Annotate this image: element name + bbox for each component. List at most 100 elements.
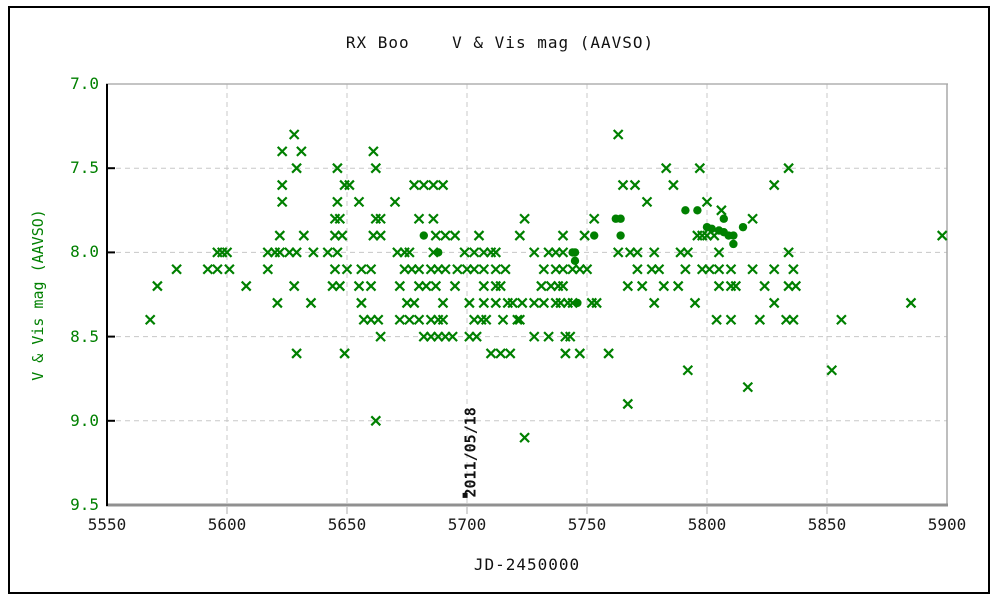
data-point-vis-x (725, 263, 737, 275)
data-point-vis-x (288, 280, 300, 292)
data-point-vis-x (622, 398, 634, 410)
data-point-vis-x (704, 263, 715, 275)
data-point-vis-x (368, 146, 379, 157)
data-point-v-circle (434, 248, 443, 257)
data-point-vis-x (653, 263, 665, 275)
data-point-vis-x (579, 230, 590, 241)
data-point-vis-x (682, 365, 694, 376)
data-point-vis-x (440, 230, 451, 241)
data-point-vis-x (344, 179, 355, 191)
data-point-vis-x (452, 263, 463, 275)
data-point-vis-x (603, 348, 614, 359)
y-axis-title: V & Vis mag (AAVSO) (29, 209, 47, 381)
data-point-vis-x (274, 247, 286, 258)
data-point-vis-x (713, 280, 725, 292)
data-point-vis-x (334, 280, 346, 292)
data-point-vis-x (557, 280, 569, 292)
data-point-vis-x (473, 230, 485, 241)
data-point-vis-x (668, 179, 679, 191)
data-point-vis-x (538, 263, 550, 275)
data-point-v-circle (693, 206, 702, 215)
data-point-v-circle (681, 206, 690, 215)
data-point-vis-x (713, 247, 725, 258)
data-point-vis-x (768, 263, 780, 275)
data-point-vis-x (308, 247, 319, 258)
data-point-vis-x (394, 280, 406, 292)
data-point-vis-x (528, 331, 540, 342)
x-tick-label: 5600 (207, 515, 247, 534)
data-point-vis-x (389, 196, 401, 208)
x-tick-label: 5850 (807, 515, 847, 534)
data-point-vis-x (276, 179, 288, 191)
data-point-vis-x (240, 280, 252, 292)
y-tick-label: 7.5 (70, 158, 99, 178)
data-point-v-circle (419, 231, 428, 240)
data-point-vis-x (557, 247, 569, 258)
data-point-vis-x (490, 297, 502, 309)
data-point-vis-x (322, 247, 334, 258)
data-point-vis-x (514, 230, 526, 241)
data-point-vis-x (648, 247, 660, 258)
data-point-vis-x (490, 247, 502, 258)
data-point-vis-x (291, 348, 302, 359)
y-tick-label: 9.0 (70, 410, 99, 430)
data-point-vis-x (759, 280, 770, 292)
data-point-vis-x (694, 162, 706, 174)
data-point-v-circle (616, 231, 625, 240)
data-point-vis-x (332, 196, 343, 208)
data-point-vis-x (658, 280, 670, 292)
data-point-vis-x (682, 247, 694, 258)
data-point-vis-x (332, 162, 343, 174)
data-point-vis-x (171, 263, 182, 275)
date-annotation: 2011/05/18 (461, 407, 480, 498)
data-point-vis-x (622, 280, 634, 292)
data-point-v-circle (719, 214, 728, 223)
data-point-vis-x (341, 263, 353, 275)
data-point-vis-x (370, 415, 382, 427)
data-point-v-circle (570, 248, 580, 257)
data-point-vis-x (413, 213, 425, 224)
data-point-vis-x (404, 247, 415, 258)
y-tick-label: 7.0 (70, 74, 99, 93)
data-point-v-circle (738, 222, 748, 232)
data-point-vis-x (788, 263, 799, 275)
data-point-vis-x (288, 129, 300, 140)
data-point-vis-x (936, 230, 948, 241)
data-point-vis-x (356, 297, 367, 309)
data-point-vis-x (437, 179, 449, 191)
data-point-vis-x (836, 314, 847, 326)
data-point-vis-x (478, 297, 490, 309)
data-point-vis-x (262, 263, 274, 275)
x-axis-title: JD-2450000 (473, 555, 581, 574)
data-point-vis-x (672, 280, 684, 292)
data-point-vis-x (528, 247, 540, 258)
data-point-vis-x (413, 263, 425, 275)
data-point-v-circle (616, 214, 625, 223)
x-tick-label: 5900 (927, 515, 967, 534)
data-point-vis-x (468, 247, 480, 258)
data-point-vis-x (144, 314, 156, 326)
data-point-vis-x (636, 280, 648, 292)
data-point-vis-x (747, 213, 758, 224)
data-point-vis-x (394, 314, 406, 326)
data-point-vis-x (725, 314, 737, 326)
data-point-vis-x (464, 297, 475, 309)
data-point-vis-x (783, 247, 794, 258)
data-point-vis-x (500, 263, 511, 275)
x-tick-label: 5550 (87, 515, 127, 534)
data-point-vis-x (459, 247, 470, 258)
data-point-vis-x (516, 297, 528, 309)
data-point-vis-x (768, 179, 780, 191)
data-point-vis-x (152, 280, 163, 292)
data-point-vis-x (365, 280, 377, 292)
data-point-vis-x (560, 348, 571, 359)
data-point-vis-x (296, 146, 307, 157)
data-point-vis-x (329, 263, 341, 275)
data-point-vis-x (221, 247, 233, 258)
data-point-vis-x (272, 297, 283, 309)
figure-border (8, 6, 990, 594)
data-point-vis-x (680, 263, 691, 275)
data-point-vis-x (612, 129, 624, 140)
data-point-vis-x (632, 263, 643, 275)
